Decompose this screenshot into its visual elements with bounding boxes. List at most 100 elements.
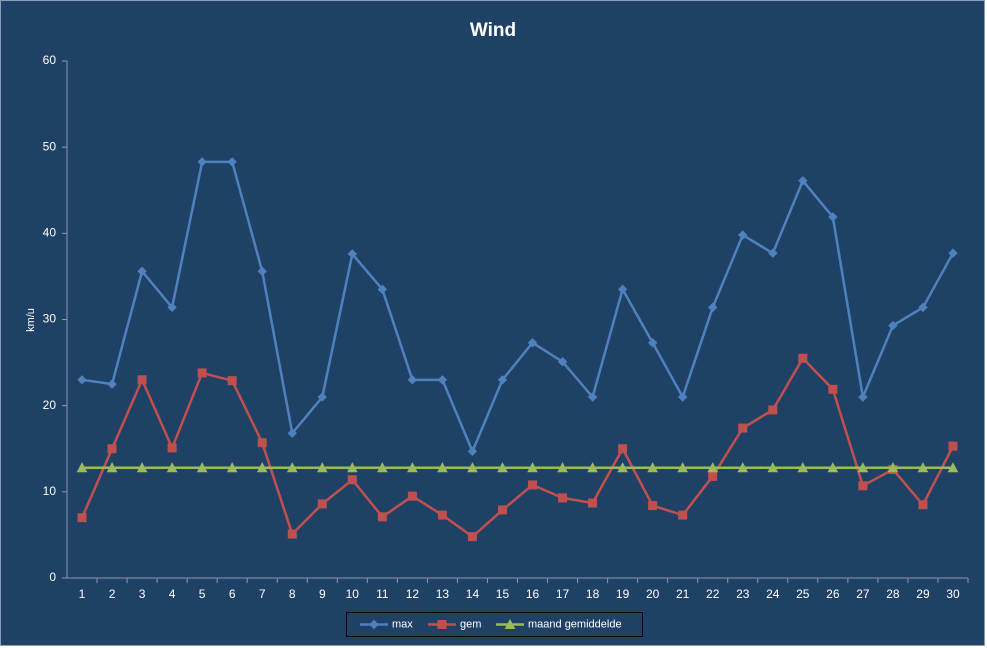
data-point	[437, 375, 448, 385]
data-point	[76, 462, 88, 473]
data-point	[948, 248, 958, 258]
x-tick-label: 23	[736, 587, 750, 601]
data-point	[197, 157, 207, 167]
data-point	[647, 462, 658, 473]
data-point	[858, 481, 868, 491]
data-point	[617, 462, 628, 473]
y-tick-label: 50	[43, 139, 57, 153]
data-point	[77, 375, 87, 385]
data-point	[828, 212, 838, 222]
data-point	[798, 353, 808, 363]
x-tick-label: 9	[319, 587, 326, 601]
data-point	[137, 266, 147, 276]
legend-marker	[504, 618, 516, 629]
series-line	[80, 356, 955, 539]
data-point	[377, 462, 388, 473]
x-tick-label: 28	[886, 587, 900, 601]
data-point	[77, 513, 87, 523]
data-point	[618, 444, 628, 454]
data-point	[286, 462, 298, 473]
data-point	[648, 501, 658, 511]
y-tick-label: 20	[43, 398, 57, 412]
data-point	[287, 428, 297, 438]
data-point	[798, 176, 808, 186]
data-point	[316, 462, 328, 473]
data-point	[678, 510, 688, 520]
y-axis-label: km/u	[25, 308, 37, 332]
data-point	[738, 423, 748, 433]
x-tick-label: 11	[376, 587, 389, 601]
data-point	[527, 462, 538, 473]
y-tick-label: 60	[43, 53, 57, 67]
x-tick-label: 8	[289, 587, 296, 601]
data-point	[677, 462, 689, 473]
data-point	[948, 441, 958, 451]
data-point	[167, 302, 177, 313]
data-point	[677, 392, 688, 402]
data-point	[497, 505, 507, 515]
data-point	[797, 462, 809, 473]
data-point	[708, 471, 718, 481]
data-point	[827, 462, 839, 473]
legend-marker	[437, 620, 447, 629]
chart-title: Wind	[470, 20, 516, 41]
data-point	[107, 379, 117, 389]
x-tick-label: 17	[556, 587, 570, 601]
data-point	[317, 392, 327, 402]
legend-label: max	[392, 618, 413, 630]
data-point	[587, 462, 598, 473]
data-point	[287, 529, 297, 539]
y-tick-label: 40	[43, 226, 57, 240]
data-point	[918, 500, 928, 510]
x-tick-label: 7	[259, 587, 266, 601]
data-point	[437, 510, 447, 520]
legend-label: gem	[460, 618, 481, 630]
data-point	[617, 284, 628, 295]
data-point	[528, 480, 538, 490]
data-point	[317, 499, 327, 509]
data-point	[107, 444, 117, 454]
data-point	[737, 462, 749, 473]
y-tick-label: 30	[43, 312, 57, 326]
x-tick-label: 13	[436, 587, 450, 601]
data-point	[407, 375, 418, 385]
legend	[346, 612, 643, 637]
data-point	[558, 493, 568, 503]
legend-label: maand gemiddelde	[528, 618, 622, 630]
data-point	[887, 462, 899, 473]
data-point	[828, 384, 838, 394]
x-tick-label: 19	[616, 587, 630, 601]
y-tick-label: 0	[49, 570, 56, 584]
data-point	[226, 462, 238, 473]
data-point	[767, 462, 779, 473]
data-point	[106, 462, 118, 473]
x-tick-label: 30	[946, 587, 960, 601]
y-tick-label: 10	[43, 484, 57, 498]
x-tick-label: 15	[496, 587, 510, 601]
data-point	[857, 462, 869, 473]
x-tick-label: 1	[79, 587, 86, 601]
x-tick-label: 25	[796, 587, 810, 601]
data-point	[587, 392, 598, 402]
x-tick-label: 20	[646, 587, 660, 601]
data-point	[196, 462, 208, 473]
data-point	[497, 375, 508, 385]
series-line	[81, 160, 955, 455]
x-tick-label: 26	[826, 587, 840, 601]
data-point	[918, 302, 928, 313]
data-point	[707, 462, 719, 473]
x-tick-label: 4	[169, 587, 176, 601]
x-tick-label: 27	[856, 587, 870, 601]
data-point	[256, 462, 268, 473]
data-point	[768, 248, 778, 258]
data-point	[768, 405, 778, 415]
data-point	[467, 446, 478, 457]
data-point	[347, 249, 358, 259]
data-point	[377, 512, 387, 522]
data-point	[588, 498, 598, 508]
x-tick-label: 16	[526, 587, 540, 601]
data-point	[917, 462, 929, 473]
x-tick-label: 12	[406, 587, 420, 601]
x-tick-label: 14	[466, 587, 480, 601]
